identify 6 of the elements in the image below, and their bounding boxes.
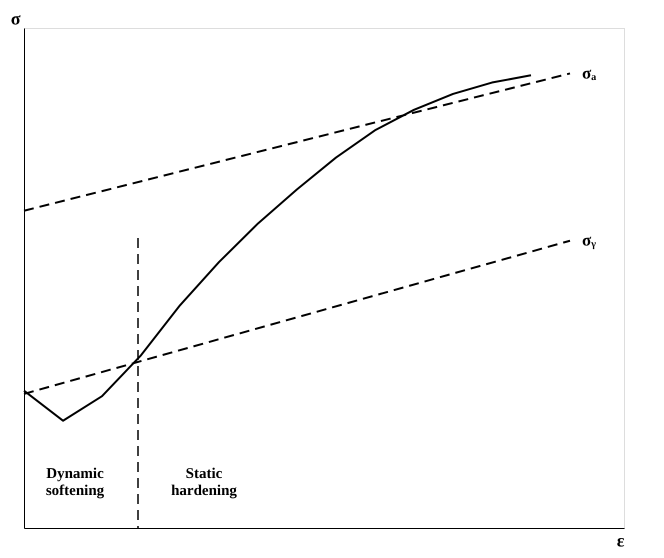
annotation: Static hardening [171,466,238,499]
annotation: Dynamic softening [46,466,105,499]
y-axis-title: σ [10,8,21,28]
series-label: σₐ [582,63,596,82]
x-axis-title: ε [616,530,625,550]
series-label: σᵧ [582,230,596,250]
